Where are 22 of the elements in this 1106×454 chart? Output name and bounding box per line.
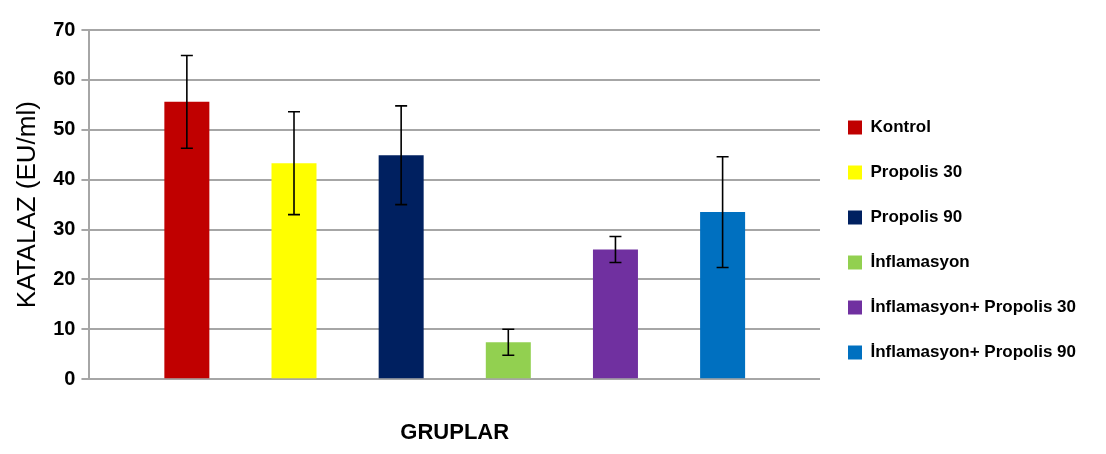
y-tick-label: 40: [53, 167, 76, 190]
bar: [485, 342, 531, 379]
y-tick-label: 70: [53, 17, 76, 40]
y-tick-label: 0: [64, 366, 76, 389]
x-axis-title: GRUPLAR: [400, 418, 510, 444]
bar: [378, 155, 424, 379]
y-tick-label: 30: [53, 217, 76, 240]
y-axis-title: KATALAZ (EU/ml): [10, 101, 41, 309]
bar: [164, 101, 210, 379]
legend-label: Propolis 90: [870, 207, 963, 227]
bar: [592, 249, 638, 379]
y-tick-label: 20: [53, 266, 76, 289]
legend-label: İnflamasyon+ Propolis 90: [870, 342, 1077, 362]
legend-label: İnflamasyon+ Propolis 30: [870, 297, 1077, 317]
legend-label: Kontrol: [870, 117, 931, 137]
legend-label: İnflamasyon: [870, 252, 970, 272]
y-tick-label: 50: [53, 117, 76, 140]
y-tick-label: 10: [53, 316, 76, 339]
bar: [700, 212, 746, 379]
y-tick-label: 60: [53, 67, 76, 90]
legend-label: Propolis 30: [870, 162, 963, 182]
bar: [271, 163, 317, 379]
